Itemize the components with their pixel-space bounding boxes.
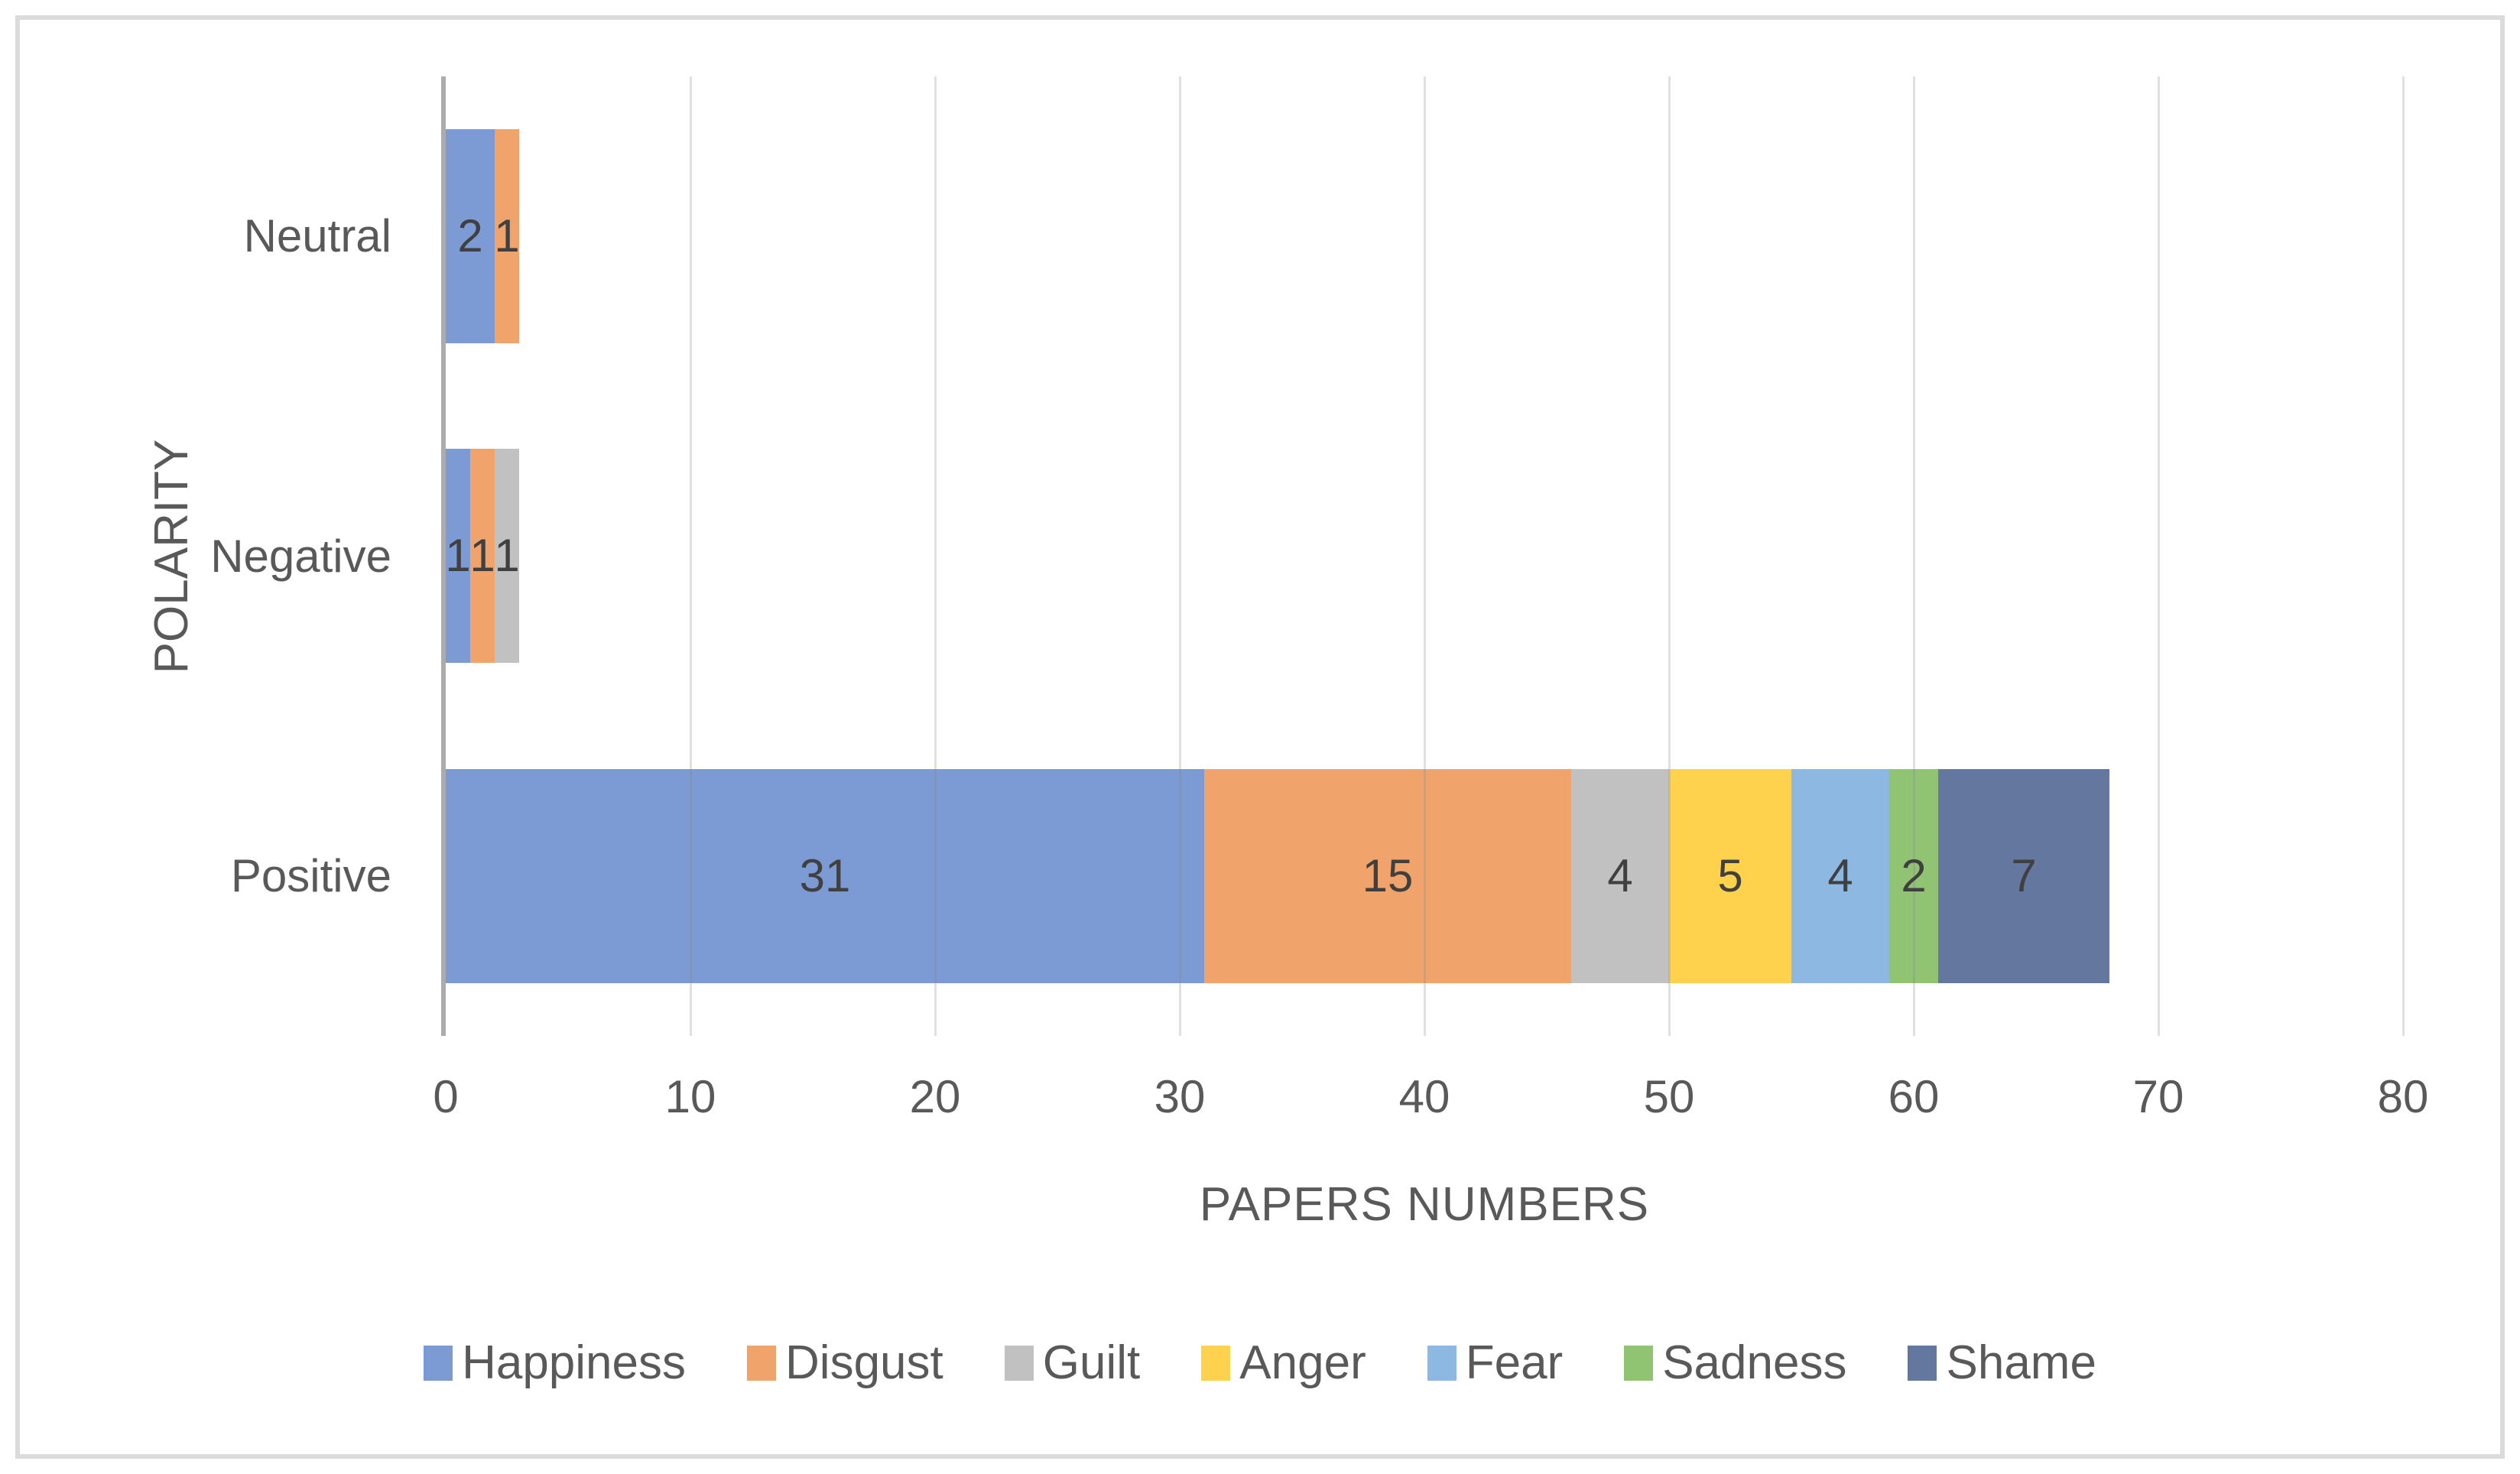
y-category-label-neutral: Neutral: [243, 210, 391, 262]
x-tick-label-10: 10: [664, 1071, 716, 1122]
y-category-label-positive: Positive: [230, 849, 391, 901]
legend-item-shame: Shame: [1908, 1339, 2096, 1387]
segment-happiness-neutral: 2: [446, 129, 495, 344]
segment-fear-positive: 4: [1791, 768, 1889, 983]
legend-marker-fear-icon: [1427, 1346, 1456, 1381]
legend-label-fear: Fear: [1465, 1336, 1564, 1389]
legend-label-shame: Shame: [1946, 1336, 2096, 1389]
bar-row-positive: 31 15 4 5 4 2 7: [446, 716, 2403, 1036]
legend-marker-disgust-icon: [747, 1346, 777, 1381]
data-label-happiness-positive: 31: [799, 849, 851, 901]
y-category-label-negative: Negative: [210, 530, 391, 582]
data-label-guilt-positive: 4: [1607, 849, 1633, 901]
y-axis-line: [441, 76, 446, 1036]
x-tick-label-80: 80: [2377, 1071, 2429, 1122]
x-axis-title: PAPERS NUMBERS: [1199, 1178, 1650, 1231]
segment-disgust-positive: 15: [1204, 768, 1571, 983]
data-label-happiness-neutral: 2: [457, 210, 483, 262]
legend-marker-sadness-icon: [1624, 1346, 1654, 1381]
data-label-anger-positive: 5: [1717, 849, 1743, 901]
gridline-x-20: [934, 76, 937, 1036]
legend-item-anger: Anger: [1201, 1339, 1366, 1387]
segment-happiness-negative: 1: [445, 449, 471, 664]
legend-item-sadness: Sadness: [1624, 1339, 1846, 1387]
legend-label-sadness: Sadness: [1662, 1336, 1847, 1389]
gridline-x-60: [1912, 76, 1915, 1036]
data-label-disgust-negative: 1: [469, 530, 495, 582]
x-tick-label-50: 50: [1643, 1071, 1695, 1122]
segment-guilt-positive: 4: [1571, 768, 1669, 983]
data-label-disgust-positive: 15: [1362, 849, 1414, 901]
data-label-fear-positive: 4: [1827, 849, 1853, 901]
x-tick-label-40: 40: [1398, 1071, 1450, 1122]
segment-sadness-positive: 2: [1889, 768, 1938, 983]
legend-item-guilt: Guilt: [1004, 1336, 1141, 1389]
plot-area: 2 1 1 1 1 31 15 4 5 4 2 7: [441, 76, 2405, 1036]
x-tick-label-60: 60: [1888, 1071, 1940, 1122]
gridline-x-70: [2157, 76, 2160, 1036]
segment-anger-positive: 5: [1669, 768, 1791, 983]
data-label-disgust-neutral: 1: [494, 210, 520, 262]
legend-label-anger: Anger: [1239, 1336, 1366, 1389]
x-tick-label-70: 70: [2132, 1071, 2184, 1122]
data-label-sadness-positive: 2: [1901, 849, 1927, 901]
x-axis-tick-labels: 0 10 20 30 40 50 60 70 80: [433, 1071, 2428, 1135]
gridline-x-30: [1178, 76, 1181, 1036]
data-label-shame-positive: 7: [2011, 849, 2037, 901]
segment-happiness-positive: 31: [446, 768, 1204, 983]
data-label-happiness-negative: 1: [445, 530, 471, 582]
chart-legend: Happiness Disgust Guilt Anger Fear Sadness Sha…: [0, 1339, 2520, 1387]
gridline-x-10: [689, 76, 692, 1036]
segment-disgust-neutral: 1: [494, 129, 520, 344]
legend-item-fear: Fear: [1427, 1339, 1563, 1387]
legend-marker-shame-icon: [1908, 1346, 1937, 1381]
y-axis-category-labels: Neutral Negative Positive: [76, 76, 391, 1036]
x-tick-label-20: 20: [909, 1071, 961, 1122]
legend-label-disgust: Disgust: [785, 1336, 943, 1389]
gridline-x-40: [1423, 76, 1426, 1036]
legend-marker-anger-icon: [1201, 1346, 1231, 1381]
segment-guilt-negative: 1: [494, 449, 520, 664]
segment-shame-positive: 7: [1938, 768, 2109, 983]
legend-marker-guilt-icon: [1004, 1346, 1034, 1381]
x-tick-label-30: 30: [1154, 1071, 1206, 1122]
legend-label-guilt: Guilt: [1042, 1336, 1141, 1389]
data-label-guilt-negative: 1: [494, 530, 520, 582]
segment-disgust-negative: 1: [469, 449, 495, 664]
legend-marker-happiness-icon: [424, 1346, 453, 1381]
stacked-bar-positive: 31 15 4 5 4 2 7: [446, 768, 2109, 983]
legend-item-happiness: Happiness: [424, 1339, 686, 1387]
gridline-x-50: [1668, 76, 1671, 1036]
x-tick-label-0: 0: [433, 1071, 459, 1122]
legend-item-disgust: Disgust: [747, 1339, 943, 1387]
legend-label-happiness: Happiness: [462, 1336, 687, 1389]
gridline-x-80: [2401, 76, 2405, 1036]
